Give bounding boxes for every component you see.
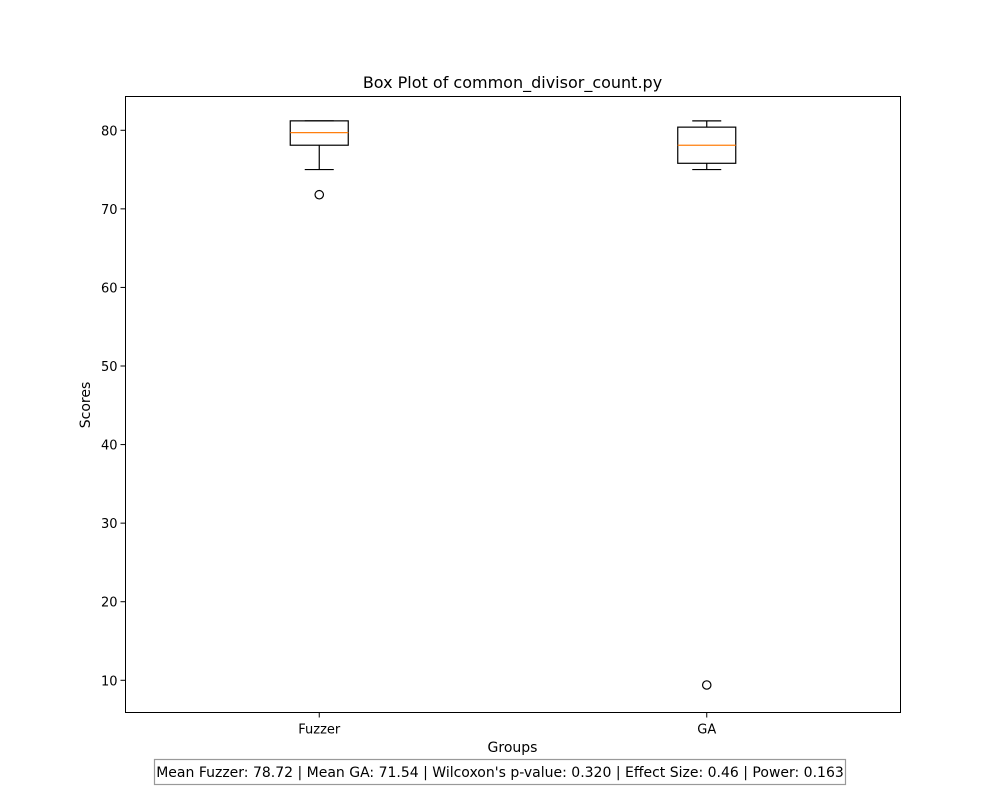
stats-footer-box bbox=[153, 758, 847, 786]
y-axis-label: Scores bbox=[78, 382, 94, 429]
y-tick-label: 30 bbox=[101, 517, 118, 532]
axes: 10 20 30 40 50 60 70 80 Fuzzer GA bbox=[101, 124, 716, 737]
y-tick-label: 50 bbox=[101, 360, 118, 375]
x-tick-label: GA bbox=[697, 723, 716, 738]
y-tick-label: 10 bbox=[101, 674, 118, 689]
y-tick-label: 40 bbox=[101, 439, 118, 454]
y-tick-label: 20 bbox=[101, 596, 118, 611]
y-tick-label: 60 bbox=[101, 281, 118, 296]
box-group bbox=[289, 120, 349, 200]
outlier-point bbox=[701, 680, 712, 690]
outlier-point bbox=[314, 189, 325, 200]
plot-frame bbox=[125, 96, 901, 713]
box-group bbox=[677, 120, 737, 690]
y-tick-label: 80 bbox=[101, 124, 118, 139]
chart-title: Box Plot of common_divisor_count.py bbox=[363, 73, 662, 93]
x-tick-label: Fuzzer bbox=[298, 723, 341, 738]
y-tick-label: 70 bbox=[101, 203, 118, 218]
plot-area bbox=[289, 120, 737, 690]
x-axis-label: Groups bbox=[488, 740, 538, 756]
stats-footer-text: Mean Fuzzer: 78.72 | Mean GA: 71.54 | Wi… bbox=[156, 765, 844, 781]
